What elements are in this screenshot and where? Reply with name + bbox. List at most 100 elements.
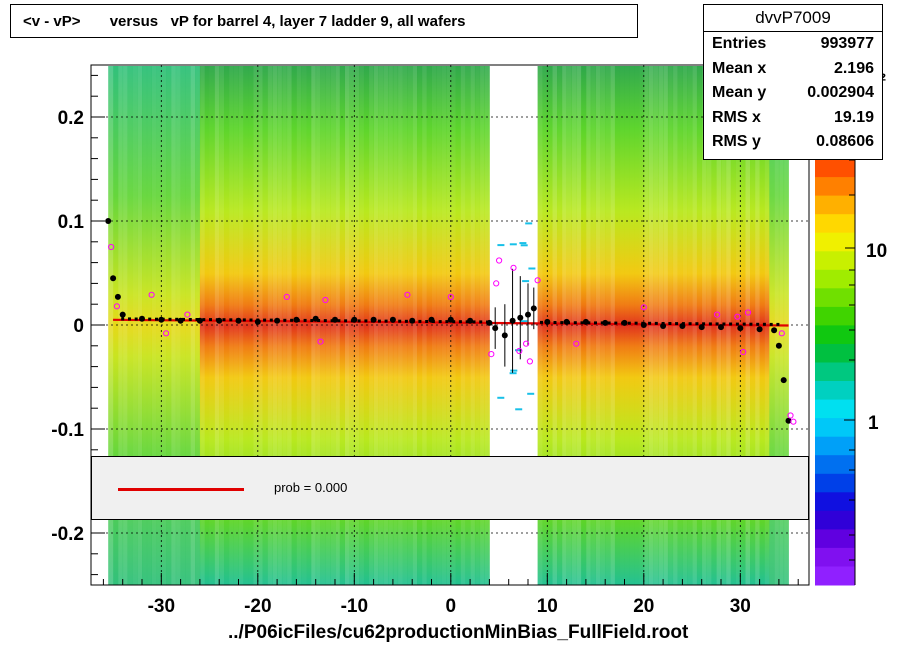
profile-point <box>729 322 733 326</box>
heatmap-column <box>224 66 230 585</box>
heatmap-column <box>397 66 403 585</box>
profile-point <box>654 321 658 325</box>
heatmap-column <box>151 66 157 585</box>
open-marker <box>317 338 324 345</box>
profile-point <box>249 318 253 322</box>
heatmap-column <box>170 66 177 585</box>
profile-point <box>256 318 260 322</box>
heatmap-column <box>296 66 302 585</box>
open-marker <box>404 291 411 298</box>
open-marker <box>113 303 121 310</box>
profile-point <box>384 319 388 323</box>
profile-point <box>708 322 712 326</box>
heatmap-column <box>132 66 138 585</box>
y-tick-label: -0.1 <box>51 420 84 441</box>
heatmap-column <box>470 66 476 585</box>
heatmap-column <box>605 66 611 585</box>
profile-point <box>161 317 165 321</box>
profile-point <box>344 319 348 323</box>
heatmap-column <box>185 66 191 585</box>
open-marker <box>163 330 170 337</box>
heatmap-column <box>407 66 413 585</box>
profile-point <box>517 314 524 321</box>
profile-point <box>501 332 508 339</box>
profile-point <box>290 318 294 322</box>
profile-point <box>148 317 152 321</box>
profile-point <box>222 318 226 322</box>
profile-point <box>775 342 782 349</box>
heatmap-column <box>359 66 365 585</box>
heatmap-column <box>455 66 461 585</box>
heatmap-column <box>624 66 630 585</box>
profile-point <box>323 319 327 323</box>
profile-point <box>452 320 456 324</box>
profile-point <box>509 317 516 324</box>
profile-point <box>648 321 652 325</box>
profile-point <box>479 320 483 324</box>
open-marker-layer <box>108 243 797 425</box>
profile-point <box>472 320 476 324</box>
colorbar-cell <box>815 547 855 567</box>
colorbar-cell <box>815 232 855 252</box>
heatmap-column <box>267 66 273 585</box>
heatmap-column <box>460 66 466 585</box>
heatmap-speck <box>509 372 517 375</box>
heatmap-column <box>344 66 350 585</box>
open-marker <box>744 309 752 316</box>
heatmap-column <box>426 66 432 585</box>
stats-value: 19.19 <box>833 108 874 126</box>
open-marker <box>488 351 495 358</box>
heatmap-column <box>479 66 485 585</box>
profile-point <box>594 321 597 325</box>
profile-point <box>486 320 489 324</box>
profile-point <box>317 319 321 322</box>
profile-point <box>128 317 131 321</box>
profile-point <box>236 318 239 322</box>
heatmap-column <box>320 66 326 585</box>
heatmap-speck <box>525 222 533 225</box>
profile-point <box>688 322 692 326</box>
profile-point <box>168 317 172 321</box>
heatmap-column <box>301 66 307 585</box>
stats-value: 0.08606 <box>816 133 874 150</box>
profile-point <box>357 319 361 323</box>
heatmap-column <box>349 66 355 585</box>
profile-point <box>607 321 611 325</box>
heatmap-column <box>306 66 312 585</box>
colorbar-cell <box>815 288 855 308</box>
profile-point <box>431 320 435 323</box>
profile-point <box>391 319 395 323</box>
profile-point <box>283 318 287 322</box>
heatmap-speck <box>528 267 536 270</box>
profile-point <box>540 320 543 324</box>
profile-point <box>438 320 442 324</box>
profile-point <box>553 321 557 324</box>
profile-point <box>202 318 206 322</box>
x-tick-label: 0 <box>446 596 457 617</box>
heatmap-column <box>388 66 394 585</box>
colorbar-cell <box>815 529 855 549</box>
heatmap-column <box>595 66 601 585</box>
profile-point <box>155 317 158 321</box>
profile-point <box>377 319 381 323</box>
profile-point <box>769 322 773 326</box>
stats-label: RMS x <box>712 108 761 126</box>
heatmap-column <box>552 66 558 585</box>
heatmap-column <box>446 66 452 585</box>
open-marker <box>573 340 580 347</box>
heatmap-column <box>614 66 621 585</box>
heatmap-speck <box>497 244 505 247</box>
heatmap-column <box>209 66 215 585</box>
open-marker <box>447 293 454 300</box>
profile-point <box>445 320 449 324</box>
profile-point <box>634 321 638 325</box>
heatmap-column <box>204 66 210 585</box>
profile-point <box>269 318 273 322</box>
profile-point <box>580 321 584 325</box>
heatmap-column <box>175 66 181 585</box>
legend-fit-line <box>118 488 244 491</box>
profile-point <box>364 319 368 323</box>
stats-row: RMS y 0.08606 <box>704 130 882 155</box>
profile-point <box>114 293 121 300</box>
x-tick-label: -10 <box>341 596 368 617</box>
